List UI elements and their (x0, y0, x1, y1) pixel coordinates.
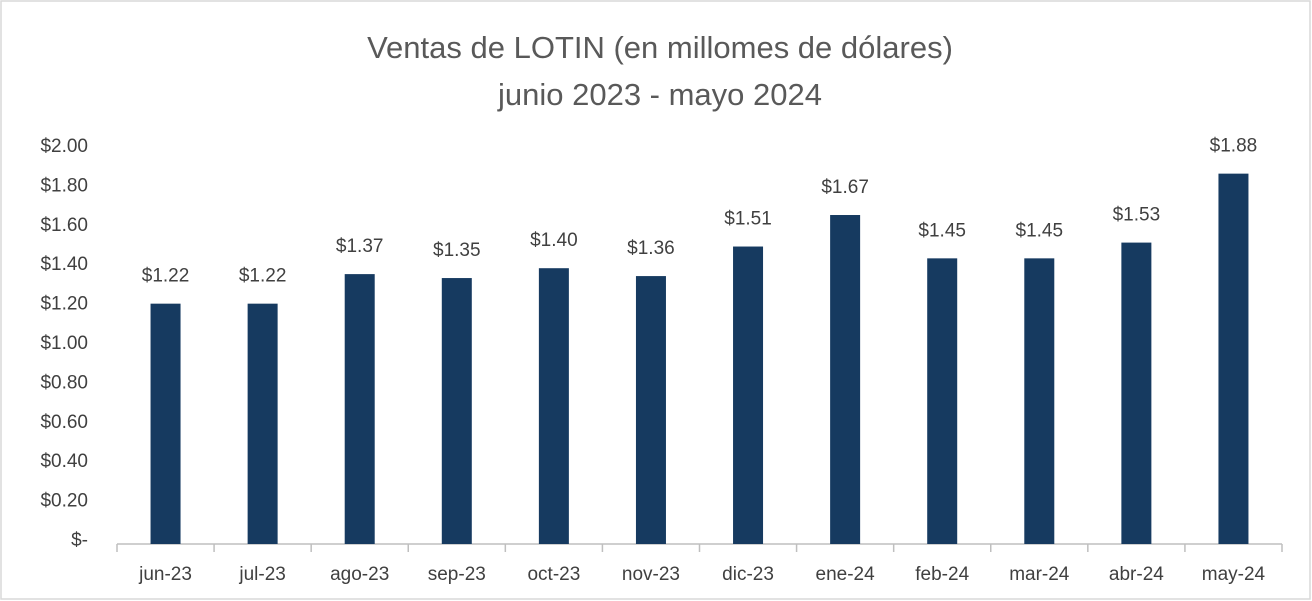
bar (1218, 173, 1249, 544)
chart-subtitle: junio 2023 - mayo 2024 (497, 77, 822, 112)
bar (1024, 258, 1055, 544)
bar (344, 274, 375, 544)
bar (150, 303, 181, 544)
bar (830, 215, 861, 544)
y-tick-label: $1.40 (40, 254, 88, 275)
data-label: $1.45 (1016, 220, 1064, 241)
data-label: $1.53 (1113, 205, 1161, 226)
y-tick-label: $0.80 (40, 372, 88, 393)
data-label: $1.67 (821, 177, 869, 198)
bar (635, 276, 666, 544)
x-tick-label: mar-24 (1009, 564, 1070, 585)
x-tick-label: may-24 (1202, 564, 1266, 585)
bar (441, 278, 472, 544)
chart-title: Ventas de LOTIN (en millomes de dólares) (367, 30, 953, 65)
x-tick-label: oct-23 (527, 564, 580, 585)
y-tick-label: $0.20 (40, 491, 88, 512)
data-label: $1.22 (239, 266, 287, 287)
x-tick-label: jun-23 (138, 564, 192, 585)
bar (927, 258, 958, 544)
y-tick-label: $0.60 (40, 412, 88, 433)
y-tick-label: $1.20 (40, 294, 88, 315)
y-tick-label: $1.00 (40, 333, 88, 354)
y-tick-label: $1.60 (40, 215, 88, 236)
data-label: $1.40 (530, 230, 578, 251)
x-tick-label: nov-23 (622, 564, 680, 585)
data-label: $1.37 (336, 236, 384, 257)
x-tick-label: sep-23 (428, 564, 486, 585)
data-label: $1.88 (1210, 136, 1258, 157)
data-label: $1.22 (142, 266, 190, 287)
x-tick-label: jul-23 (238, 564, 285, 585)
x-tick-label: ene-24 (816, 564, 876, 585)
bar (247, 303, 278, 544)
x-tick-label: abr-24 (1109, 564, 1164, 585)
data-label: $1.51 (724, 209, 772, 230)
bar (538, 268, 569, 544)
data-label: $1.36 (627, 238, 675, 259)
data-label: $1.45 (918, 220, 966, 241)
bar (733, 246, 764, 544)
data-label: $1.35 (433, 240, 481, 261)
x-tick-label: dic-23 (722, 564, 774, 585)
x-tick-label: feb-24 (915, 564, 969, 585)
bar (1121, 242, 1152, 544)
y-tick-label: $2.00 (40, 136, 88, 157)
y-tick-label: $0.40 (40, 451, 88, 472)
y-tick-label: $- (71, 530, 88, 551)
y-tick-label: $1.80 (40, 175, 88, 196)
x-tick-label: ago-23 (330, 564, 389, 585)
